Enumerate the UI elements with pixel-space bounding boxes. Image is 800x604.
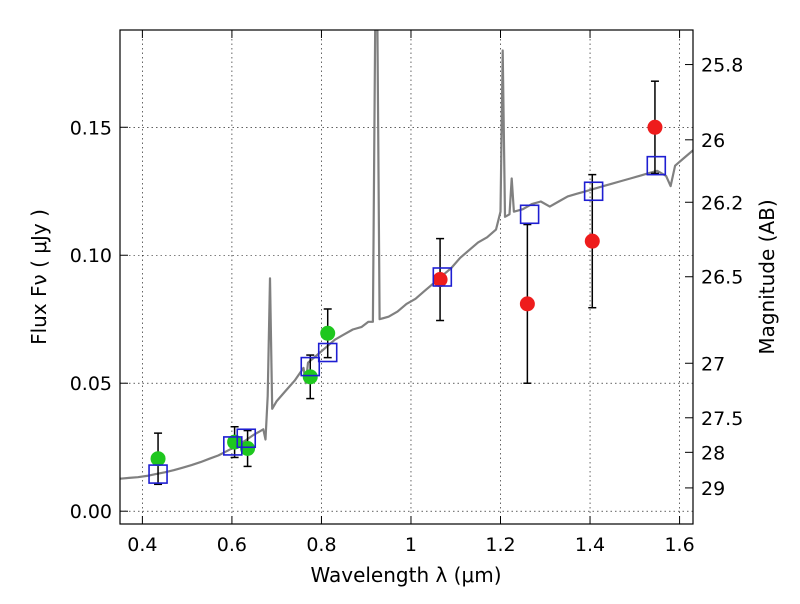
data-point-1	[432, 272, 448, 288]
right-tick-label: 27.5	[701, 408, 743, 430]
right-tick-label: 29	[701, 478, 725, 500]
right-tick-label: 27	[701, 353, 725, 375]
data-point-0	[302, 369, 318, 385]
data-point-1	[647, 119, 663, 135]
x-tick-label: 1	[405, 534, 417, 556]
right-tick-label: 25.8	[701, 55, 743, 77]
data-point-1	[519, 296, 535, 312]
data-point-0	[227, 434, 243, 450]
model-point	[519, 204, 540, 225]
y-tick-label: 0.05	[70, 373, 112, 395]
model-point	[148, 464, 168, 484]
model-point	[236, 428, 257, 449]
data-point-0	[150, 451, 166, 467]
y-tick-label: 0.00	[70, 501, 112, 523]
model-point	[432, 267, 453, 287]
grid	[120, 30, 693, 524]
ticks: 0.4 0.6 0.8 1 1.2 1.4 1.6 0.00 0.05 0.10 0.15 25.8 2…	[70, 30, 743, 556]
y-axis-right-label: Magnitude (AB)	[755, 199, 779, 354]
plot-area	[120, 30, 693, 524]
model-point	[317, 342, 338, 363]
data-point-0	[320, 325, 336, 341]
right-tick-label: 28	[701, 442, 725, 464]
x-tick-label: 1.6	[664, 534, 694, 556]
data-point-1	[584, 233, 600, 249]
x-tick-label: 1.4	[575, 534, 605, 556]
y-tick-label: 0.15	[70, 117, 112, 139]
model-point	[223, 436, 243, 456]
y-axis-label: Flux Fν ( μJy )	[27, 209, 51, 345]
model-point	[646, 155, 667, 176]
model-point	[583, 181, 604, 202]
right-tick-label: 26.5	[701, 267, 743, 289]
right-tick-label: 26.2	[701, 192, 743, 214]
x-tick-label: 0.8	[306, 534, 336, 556]
x-axis-label: Wavelength λ (μm)	[310, 563, 501, 587]
right-tick-label: 26	[701, 130, 725, 152]
data-point-0	[240, 440, 256, 456]
x-tick-label: 0.6	[217, 534, 247, 556]
x-tick-label: 0.4	[127, 534, 157, 556]
model-point	[300, 356, 321, 377]
y-tick-label: 0.10	[70, 245, 112, 267]
data-points	[148, 80, 667, 486]
x-tick-label: 1.2	[485, 534, 515, 556]
